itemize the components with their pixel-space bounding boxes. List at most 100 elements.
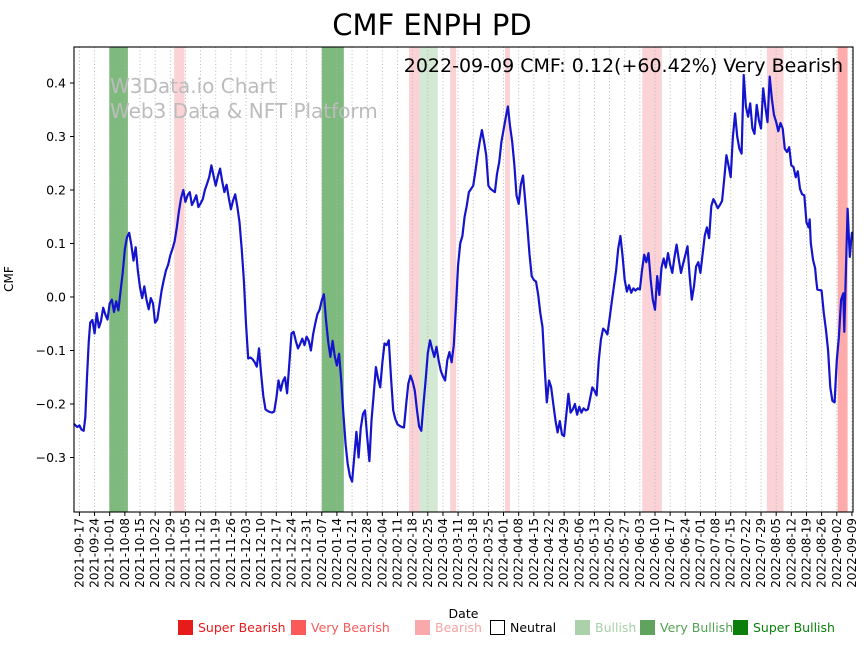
x-tick-label: 2022-06-03 [633, 518, 647, 588]
x-tick-label: 2022-04-22 [542, 518, 556, 588]
x-tick-label: 2021-11-19 [209, 518, 223, 588]
x-tick-label: 2022-09-09 [845, 518, 859, 588]
legend-swatch-icon [575, 620, 590, 635]
latest-value-annotation: 2022-09-09 CMF: 0.12(+60.42%) Very Beari… [403, 55, 843, 77]
x-tick-label: 2022-08-26 [815, 518, 829, 588]
signal-band-very-bullish [109, 47, 128, 512]
legend-label: Bullish [595, 620, 637, 635]
x-tick-label: 2022-03-04 [436, 518, 450, 588]
x-tick-label: 2021-09-17 [72, 518, 86, 588]
x-tick-label: 2022-05-13 [587, 518, 601, 588]
signal-band-very-bearish [837, 47, 848, 512]
watermark: W3Data.io Chart Web3 Data & NFT Platform [110, 74, 378, 124]
legend-label: Bearish [435, 620, 482, 635]
x-tick-label: 2021-10-08 [118, 518, 132, 588]
x-tick-label: 2022-04-29 [557, 518, 571, 588]
x-tick-label: 2022-03-18 [466, 518, 480, 588]
legend-item-neutral: Neutral [490, 620, 556, 635]
x-tick-label: 2022-05-27 [618, 518, 632, 588]
x-axis-label: Date [448, 606, 479, 621]
x-tick-label: 2021-11-12 [194, 518, 208, 588]
x-tick-label: 2022-06-10 [648, 518, 662, 588]
signal-band-bearish [450, 47, 457, 512]
x-tick-label: 2021-12-31 [300, 518, 314, 588]
legend-swatch-icon [415, 620, 430, 635]
x-tick-label: 2022-08-12 [784, 518, 798, 588]
x-tick-label: 2022-07-22 [739, 518, 753, 588]
signal-band-bearish [766, 47, 784, 512]
x-tick-label: 2022-07-01 [693, 518, 707, 588]
x-tick-label: 2022-07-15 [724, 518, 738, 588]
x-tick-label: 2021-10-29 [163, 518, 177, 588]
axes-box [73, 46, 854, 513]
x-tick-label: 2022-04-08 [512, 518, 526, 588]
page-title: CMF ENPH PD [332, 8, 532, 42]
x-tick-label: 2022-04-01 [497, 518, 511, 588]
x-tick-label: 2021-12-24 [284, 518, 298, 588]
x-tick-label: 2021-10-01 [103, 518, 117, 588]
y-tick-label: −0.1 [36, 343, 66, 358]
x-tick-label: 2022-09-02 [830, 518, 844, 588]
watermark-line2: Web3 Data & NFT Platform [110, 99, 378, 123]
signal-band-bearish [174, 47, 185, 512]
x-tick-label: 2021-10-22 [148, 518, 162, 588]
x-tick-label: 2022-05-20 [603, 518, 617, 588]
y-tick-label: 0.0 [46, 290, 66, 305]
legend: Super Bearish Very Bearish Bearish Neutral B… [0, 620, 864, 640]
x-tick-label: 2021-12-03 [239, 518, 253, 588]
x-tick-label: 2022-06-17 [663, 518, 677, 588]
legend-item-bullish: Bullish [575, 620, 636, 635]
cmf-series-line [73, 73, 854, 483]
legend-item-very-bearish: Very Bearish [291, 620, 390, 635]
y-tick-label: 0.3 [46, 129, 66, 144]
x-tick-label: 2022-06-24 [678, 518, 692, 588]
x-tick-label: 2022-02-04 [375, 518, 389, 588]
signal-band-very-bullish [321, 47, 344, 512]
legend-swatch-icon [178, 620, 193, 635]
legend-item-super-bearish: Super Bearish [178, 620, 286, 635]
legend-item-very-bullish: Very Bullish [640, 620, 733, 635]
legend-label: Super Bullish [753, 620, 835, 635]
x-tick-label: 2022-03-25 [481, 518, 495, 588]
x-tick-label: 2021-12-10 [254, 518, 268, 588]
legend-label: Super Bearish [198, 620, 286, 635]
y-tick-label: −0.2 [36, 397, 66, 412]
legend-item-super-bullish: Super Bullish [733, 620, 835, 635]
signal-band-bullish [419, 47, 438, 512]
x-tick-label: 2022-02-11 [391, 518, 405, 588]
x-tick-label: 2022-03-11 [451, 518, 465, 588]
x-tick-label: 2022-01-07 [315, 518, 329, 588]
legend-swatch-icon [640, 620, 655, 635]
signal-band-bearish [642, 47, 662, 512]
legend-swatch-icon [733, 620, 748, 635]
legend-item-bearish: Bearish [415, 620, 482, 635]
x-tick-label: 2022-01-28 [360, 518, 374, 588]
watermark-line1: W3Data.io Chart [110, 74, 276, 98]
x-tick-label: 2021-09-24 [88, 518, 102, 588]
x-tick-label: 2022-02-18 [406, 518, 420, 588]
x-tick-label: 2022-04-15 [527, 518, 541, 588]
x-tick-label: 2022-01-21 [345, 518, 359, 588]
x-tick-label: 2021-10-15 [133, 518, 147, 588]
x-tick-label: 2022-08-05 [769, 518, 783, 588]
y-tick-label: 0.2 [46, 183, 66, 198]
y-tick-label: 0.4 [46, 76, 66, 91]
x-tick-label: 2022-02-25 [421, 518, 435, 588]
x-tick-label: 2021-11-05 [178, 518, 192, 588]
legend-label: Neutral [510, 620, 557, 635]
x-tick-label: 2022-01-14 [330, 518, 344, 588]
legend-swatch-icon [490, 620, 505, 635]
x-tick-label: 2021-12-17 [269, 518, 283, 588]
legend-label: Very Bullish [660, 620, 734, 635]
legend-label: Very Bearish [311, 620, 390, 635]
x-tick-label: 2021-11-26 [224, 518, 238, 588]
x-tick-label: 2022-07-08 [709, 518, 723, 588]
y-tick-label: 0.1 [46, 236, 66, 251]
y-axis-label: CMF [2, 266, 16, 292]
signal-band-bearish [505, 47, 511, 512]
x-tick-label: 2022-08-19 [799, 518, 813, 588]
x-tick-label: 2022-05-06 [572, 518, 586, 588]
x-tick-label: 2022-07-29 [754, 518, 768, 588]
